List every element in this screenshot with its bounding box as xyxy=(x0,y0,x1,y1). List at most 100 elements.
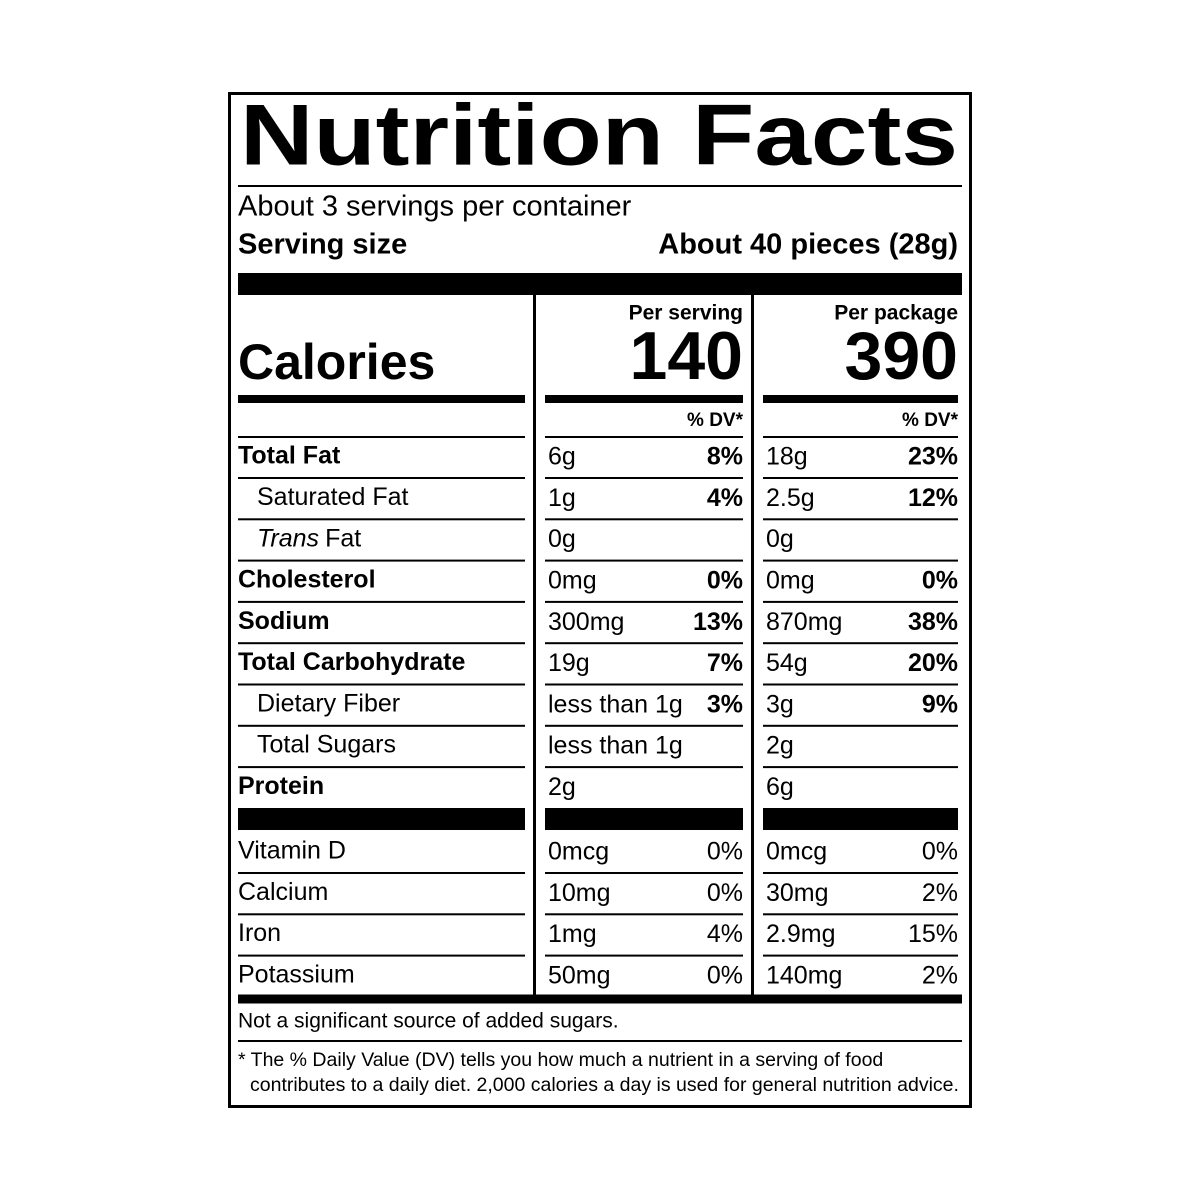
amount: 1g xyxy=(548,484,576,512)
amount: 0mg xyxy=(548,567,597,595)
amount: 10mg xyxy=(548,879,611,907)
nutrient-name-italic: Trans xyxy=(257,524,319,552)
rule xyxy=(763,518,958,521)
amount: 2g xyxy=(766,732,794,760)
nutrient-name: Vitamin D xyxy=(238,837,346,865)
nutrient-name: Trans Fat xyxy=(257,524,361,552)
amount: 50mg xyxy=(548,962,611,990)
daily-value: 2% xyxy=(922,879,958,907)
rule xyxy=(763,766,958,769)
rule xyxy=(238,766,525,769)
rule xyxy=(545,477,743,479)
dv-header: % DV* xyxy=(687,410,744,431)
nutrient-name: Sodium xyxy=(238,607,330,635)
daily-value: 13% xyxy=(693,608,743,636)
amount: 0mg xyxy=(766,567,815,595)
daily-value: 0% xyxy=(707,962,743,990)
calories-value: 390 xyxy=(845,318,958,394)
calories-value: 140 xyxy=(630,318,743,394)
daily-value: 20% xyxy=(908,649,958,677)
rule xyxy=(238,436,525,438)
nutrient-name: Cholesterol xyxy=(238,566,376,594)
amount: 18g xyxy=(766,443,808,471)
amount: 6g xyxy=(766,773,794,801)
rule xyxy=(238,683,525,686)
note: Not a significant source of added sugars… xyxy=(238,1010,619,1033)
daily-value: 15% xyxy=(908,920,958,948)
daily-value: 4% xyxy=(707,484,743,512)
daily-value: 9% xyxy=(922,690,958,718)
rule xyxy=(545,642,743,645)
rule xyxy=(545,954,743,957)
nutrient-name-rest: Fat xyxy=(325,524,361,552)
nutrient-name: Total Carbohydrate xyxy=(238,648,465,676)
daily-value: 4% xyxy=(707,920,743,948)
daily-value: 38% xyxy=(908,608,958,636)
daily-value: 0% xyxy=(707,838,743,866)
rule xyxy=(763,395,958,403)
amount: 300mg xyxy=(548,608,624,636)
rule xyxy=(545,559,743,562)
amount: 0g xyxy=(548,525,576,553)
label-border xyxy=(228,92,972,1108)
rule xyxy=(545,766,743,769)
daily-value: 12% xyxy=(908,484,958,512)
rule xyxy=(238,395,525,403)
rule xyxy=(763,642,958,645)
rule xyxy=(238,913,525,916)
footnote: contributes to a daily diet. 2,000 calor… xyxy=(250,1074,959,1096)
rule xyxy=(238,477,525,479)
footnote: * The % Daily Value (DV) tells you how m… xyxy=(238,1049,883,1071)
rule xyxy=(763,436,958,438)
rule xyxy=(238,185,962,187)
nutrient-name: Total Fat xyxy=(238,442,341,470)
rule xyxy=(545,683,743,686)
nutrient-name: Iron xyxy=(238,919,281,947)
calories-label: Calories xyxy=(238,334,435,390)
rule xyxy=(238,724,525,727)
amount: 30mg xyxy=(766,879,829,907)
amount: 140mg xyxy=(766,962,842,990)
nutrient-name: Potassium xyxy=(238,961,355,989)
rule xyxy=(238,642,525,645)
daily-value: 3% xyxy=(707,690,743,718)
column-divider xyxy=(751,295,754,997)
amount: 1mg xyxy=(548,920,597,948)
dv-header: % DV* xyxy=(902,410,959,431)
rule xyxy=(238,600,525,603)
amount: 19g xyxy=(548,649,590,677)
nutrient-name: Protein xyxy=(238,772,324,800)
rule xyxy=(763,683,958,686)
amount: 6g xyxy=(548,443,576,471)
rule xyxy=(763,872,958,874)
daily-value: 0% xyxy=(922,838,958,866)
rule xyxy=(238,808,525,830)
rule xyxy=(545,808,743,830)
rule xyxy=(763,559,958,562)
nutrient-name: Total Sugars xyxy=(257,731,396,759)
rule xyxy=(238,954,525,957)
daily-value: 0% xyxy=(707,879,743,907)
amount: 2.5g xyxy=(766,484,815,512)
amount: 0mcg xyxy=(548,838,609,866)
rule xyxy=(238,1040,962,1042)
rule xyxy=(545,395,743,403)
rule xyxy=(545,600,743,603)
daily-value: 8% xyxy=(707,443,743,471)
daily-value: 2% xyxy=(922,962,958,990)
rule xyxy=(238,559,525,562)
column-header: Per package xyxy=(834,302,958,325)
rule xyxy=(545,436,743,438)
nutrient-name: Calcium xyxy=(238,878,328,906)
rule xyxy=(238,518,525,521)
daily-value: 23% xyxy=(908,443,958,471)
rule xyxy=(763,477,958,479)
column-divider xyxy=(533,295,536,997)
rule xyxy=(763,724,958,727)
amount: 2.9mg xyxy=(766,920,835,948)
amount: 0mcg xyxy=(766,838,827,866)
amount: less than 1g xyxy=(548,732,683,760)
daily-value: 0% xyxy=(922,567,958,595)
